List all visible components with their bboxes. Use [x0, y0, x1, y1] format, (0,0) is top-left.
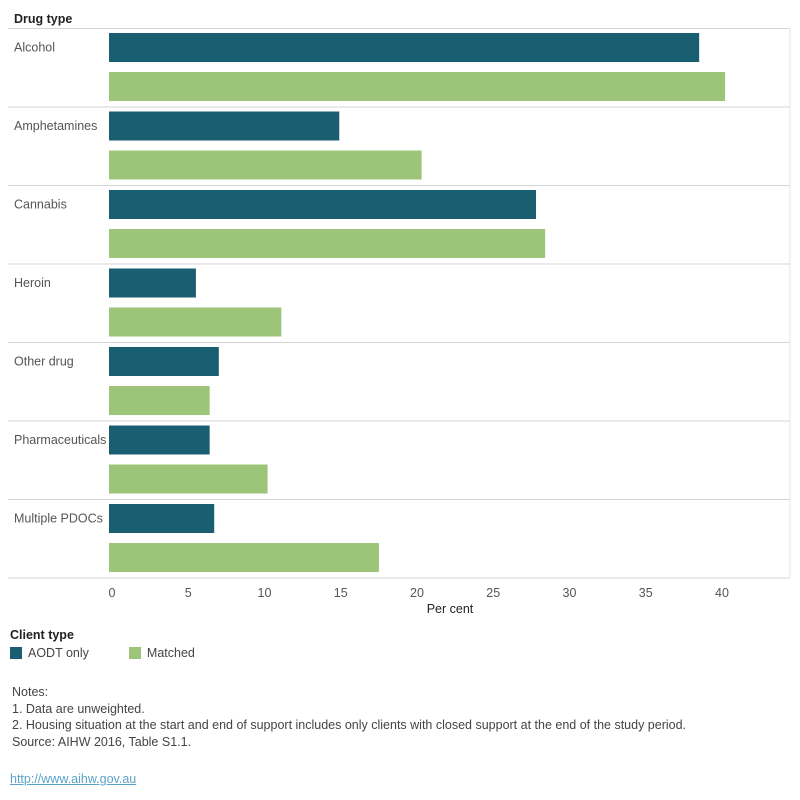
category-label: Other drug — [14, 355, 74, 369]
row-header: Drug type — [14, 12, 72, 26]
bar-aodt-only[interactable] — [109, 347, 219, 376]
category-label: Multiple PDOCs — [14, 512, 103, 526]
bars — [109, 33, 726, 572]
aihw-link[interactable]: http://www.aihw.gov.au — [10, 772, 137, 786]
bar-matched[interactable] — [109, 464, 268, 494]
legend-label: AODT only — [28, 646, 89, 660]
x-axis-ticks: 0 5 10 15 20 25 30 35 40 — [109, 586, 729, 600]
bar-matched[interactable] — [109, 72, 726, 101]
note-1: 1. Data are unweighted. — [12, 701, 145, 716]
x-tick-label: 15 — [334, 586, 348, 600]
x-tick-label: 30 — [563, 586, 577, 600]
bar-aodt-only[interactable] — [109, 111, 340, 141]
x-tick-label: 35 — [639, 586, 653, 600]
bar-chart: Drug type Alcohol Amphetamines Cannabis Her… — [8, 12, 791, 616]
category-label: Alcohol — [14, 41, 55, 55]
bar-aodt-only[interactable] — [109, 425, 210, 455]
bar-matched[interactable] — [109, 307, 282, 337]
bar-aodt-only[interactable] — [109, 33, 700, 62]
legend: Client type AODT only Matched — [10, 628, 235, 660]
legend-swatch — [128, 647, 141, 659]
x-tick-label: 10 — [258, 586, 272, 600]
x-axis-title: Per cent — [427, 602, 474, 616]
category-labels: Alcohol Amphetamines Cannabis Heroin Other d… — [14, 41, 106, 526]
category-label: Amphetamines — [14, 119, 97, 133]
category-label: Pharmaceuticals — [14, 433, 106, 447]
legend-swatch — [10, 647, 22, 659]
legend-item-matched[interactable]: Matched — [128, 646, 195, 660]
x-tick-label: 0 — [109, 586, 116, 600]
x-tick-label: 40 — [715, 586, 729, 600]
x-tick-label: 20 — [410, 586, 424, 600]
x-tick-label: 5 — [185, 586, 192, 600]
bar-aodt-only[interactable] — [109, 190, 536, 219]
row-separators — [8, 28, 791, 579]
category-label: Cannabis — [14, 198, 67, 212]
category-label: Heroin — [14, 276, 51, 290]
bar-aodt-only[interactable] — [109, 268, 196, 298]
bar-matched[interactable] — [109, 229, 546, 258]
bar-matched[interactable] — [109, 386, 210, 415]
bar-matched[interactable] — [109, 543, 379, 572]
source-note: Source: AIHW 2016, Table S1.1. — [12, 734, 192, 749]
legend-item-aodt-only[interactable]: AODT only — [10, 646, 89, 660]
notes-heading: Notes: — [12, 685, 49, 699]
legend-label: Matched — [146, 646, 195, 660]
note-2: 2. Housing situation at the start and en… — [12, 718, 687, 732]
legend-title: Client type — [10, 628, 74, 642]
bar-matched[interactable] — [109, 150, 422, 180]
bar-aodt-only[interactable] — [109, 504, 215, 533]
x-tick-label: 25 — [486, 586, 500, 600]
notes: Notes: 1. Data are unweighted. 2. Housin… — [12, 684, 686, 750]
